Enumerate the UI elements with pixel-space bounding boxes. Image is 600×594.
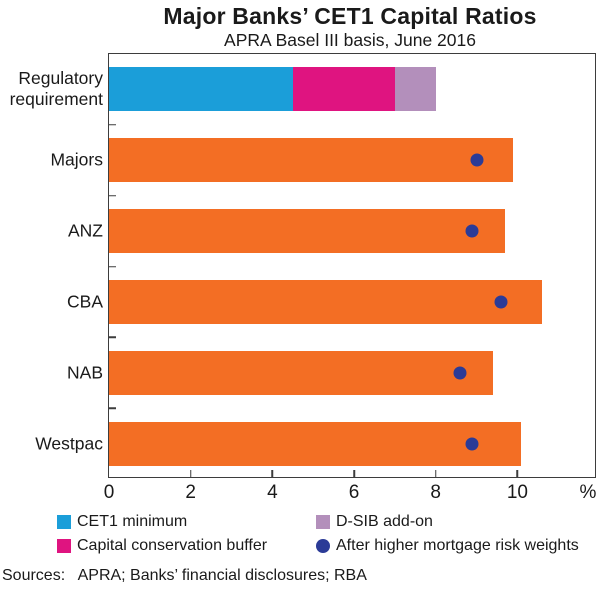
legend-label: D-SIB add-on	[336, 513, 433, 530]
x-axis-tick	[516, 470, 519, 477]
bar-segment	[109, 421, 522, 466]
bar-segment	[109, 209, 506, 254]
bar-segment	[292, 67, 395, 112]
bar-row	[109, 350, 493, 395]
x-axis-tick-label: 0	[103, 482, 115, 503]
x-axis-tick	[353, 470, 355, 477]
legend-item: Capital conservation buffer	[57, 537, 316, 555]
bar-row	[109, 209, 506, 254]
bar-segment	[394, 67, 436, 112]
mortgage-risk-dot	[465, 224, 479, 238]
y-axis-tick	[109, 407, 116, 409]
y-axis-tick	[109, 336, 116, 339]
legend-item: CET1 minimum	[57, 513, 316, 531]
x-axis-tick-label: 8	[430, 482, 442, 503]
mortgage-risk-dot	[494, 295, 508, 309]
y-axis-tick	[109, 124, 116, 126]
chart-subtitle: APRA Basel III basis, June 2016	[224, 30, 476, 50]
y-axis-tick	[109, 265, 116, 268]
mortgage-risk-dot	[453, 366, 467, 380]
x-axis-tick-label: 4	[267, 482, 278, 503]
plot-area: % Regulatory requirement Majors ANZ CBA NAB We…	[10, 53, 596, 503]
bar-row	[109, 138, 514, 183]
bar-segment	[109, 67, 293, 112]
sources-note: Sources: APRA; Banks’ financial disclosu…	[2, 567, 367, 584]
y-axis-label: Regulatory requirement	[9, 68, 103, 110]
legend-label: CET1 minimum	[77, 513, 188, 530]
legend-label: Capital conservation buffer	[77, 537, 268, 554]
x-axis-tick	[189, 470, 192, 477]
y-axis-label: Majors	[50, 149, 103, 170]
x-axis-tick-label: 2	[185, 482, 196, 503]
mortgage-risk-dot	[470, 153, 484, 167]
y-axis-label: CBA	[67, 291, 103, 312]
bar-segment	[109, 138, 514, 183]
x-axis-unit-label: %	[579, 482, 597, 503]
x-axis-tick	[271, 470, 274, 477]
legend: CET1 minimum Capital conservation buffer D…	[57, 513, 579, 555]
y-axis-tick	[109, 194, 116, 197]
bar-row	[109, 279, 542, 324]
legend-label: After higher mortgage risk weights	[336, 537, 579, 554]
bar-segment	[109, 350, 493, 395]
legend-circle-marker-icon	[316, 539, 330, 553]
bar-segment	[109, 279, 542, 324]
chart-title: Major Banks’ CET1 Capital Ratios	[163, 3, 537, 29]
bar-row	[109, 421, 522, 466]
legend-square-marker-icon	[57, 539, 71, 553]
legend-square-marker-icon	[57, 515, 71, 529]
y-axis-label: NAB	[67, 362, 103, 383]
bar-row	[109, 67, 436, 112]
x-axis-tick	[434, 470, 437, 477]
x-axis-tick-label: 10	[506, 482, 528, 503]
mortgage-risk-dot	[465, 437, 479, 451]
legend-item: D-SIB add-on	[316, 513, 579, 531]
legend-square-marker-icon	[316, 515, 330, 529]
x-axis-tick-label: 6	[348, 482, 360, 503]
y-axis-label: ANZ	[68, 220, 103, 241]
y-axis-label: Westpac	[35, 433, 103, 454]
legend-item: After higher mortgage risk weights	[316, 537, 579, 555]
